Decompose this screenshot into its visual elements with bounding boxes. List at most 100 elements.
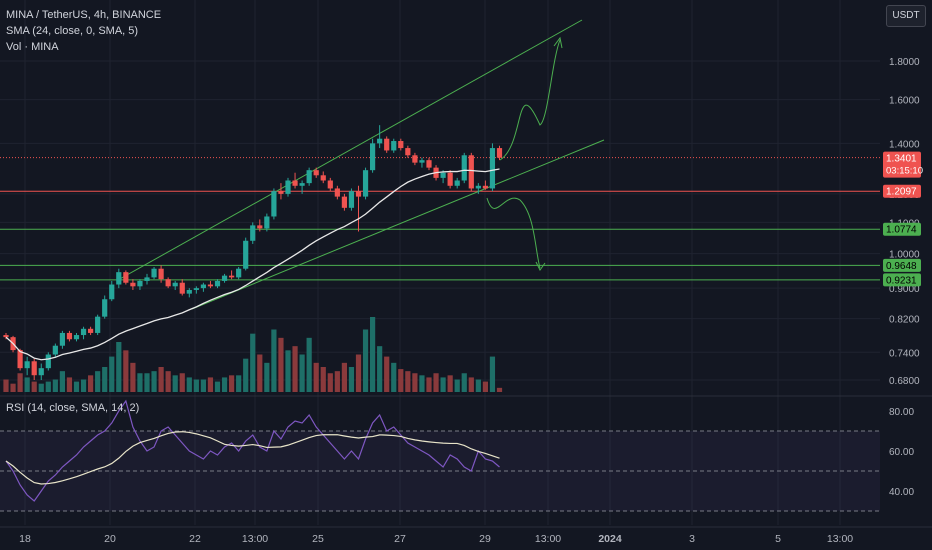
time-tick-label: 20 (104, 533, 116, 545)
candle-body (468, 155, 474, 189)
volume-bar (45, 381, 51, 392)
price-tick-label: 1.6000 (889, 96, 920, 107)
volume-bar (334, 371, 340, 392)
volume-bar (200, 379, 206, 392)
candle-body (193, 288, 199, 290)
volume-bar (398, 369, 404, 392)
volume-bar (102, 367, 108, 392)
candle-body (172, 282, 178, 287)
volume-bar (24, 377, 30, 392)
candle-body (66, 332, 73, 340)
volume-bar (475, 379, 481, 392)
candle-body (391, 141, 397, 151)
volume-bar (144, 373, 150, 392)
volume-bar (137, 373, 143, 392)
volume-bar (17, 373, 23, 392)
volume-bar (327, 373, 333, 392)
candle-body (186, 289, 192, 294)
candle-body (475, 185, 481, 189)
volume-bar (95, 371, 101, 392)
currency-button[interactable]: USDT (886, 5, 926, 27)
price-tag (883, 273, 921, 287)
candle-body (80, 328, 87, 336)
price-tick-label: 0.8200 (889, 315, 920, 326)
channel-lower-line (191, 139, 605, 310)
rsi-tick-label: 80.00 (889, 407, 914, 418)
candle-body (102, 299, 108, 317)
volume-bar (292, 346, 298, 392)
volume-bar (468, 377, 474, 392)
candle-body (264, 216, 270, 229)
volume-bar (447, 375, 453, 392)
channel-upper-line (117, 19, 583, 281)
price-tag (883, 184, 921, 198)
candle-body (116, 272, 122, 285)
time-tick-label: 3 (689, 533, 695, 545)
candle-body (398, 141, 404, 149)
candle-body (412, 155, 418, 163)
volume-bar (496, 387, 503, 392)
price-tick-label: 0.7400 (889, 348, 920, 359)
volume-bar (341, 362, 347, 392)
time-tick-label: 22 (189, 533, 201, 545)
candle-body (405, 148, 411, 156)
volume-bar (355, 354, 362, 392)
candle-body (45, 354, 51, 369)
price-tag-value: 1.3401 (886, 154, 917, 165)
rsi-tick-label: 40.00 (889, 487, 914, 498)
candle-body (144, 277, 150, 281)
volume-bar (299, 354, 305, 392)
volume-bar (426, 377, 432, 392)
candle-body (278, 191, 284, 194)
candle-body (31, 361, 37, 376)
candle-body (123, 272, 129, 283)
time-tick-label: 13:00 (535, 533, 561, 545)
volume-bar (405, 371, 411, 392)
candle-body (130, 282, 136, 287)
candle-body (341, 196, 347, 208)
price-tick-label: 0.9000 (889, 284, 920, 295)
rsi-line (5, 399, 500, 502)
volume-bar (80, 379, 87, 392)
candle-body (158, 268, 164, 280)
rsi-tick-label: 60.00 (889, 447, 914, 458)
volume-bar (10, 383, 16, 392)
candle-body (348, 191, 355, 208)
candle-body (250, 225, 256, 241)
candle-body (334, 188, 340, 197)
candle-body (419, 160, 425, 163)
candle-body (151, 268, 157, 278)
time-tick-label: 18 (19, 533, 31, 545)
candle-body (137, 280, 143, 287)
candle-body (313, 170, 319, 176)
candle-body (229, 275, 235, 278)
time-tick-label: 29 (479, 533, 491, 545)
candle-body (179, 282, 185, 294)
candle-body (285, 180, 291, 194)
candle-body (3, 335, 9, 338)
volume-bar (130, 362, 136, 392)
volume-bar (250, 333, 256, 392)
volume-bar (257, 354, 263, 392)
projection-bullish-path (499, 39, 561, 161)
volume-bar (454, 379, 460, 392)
candle-body (489, 148, 496, 189)
candle-body (362, 170, 369, 197)
rsi-sma-line (5, 431, 500, 485)
volume-bar (172, 375, 178, 392)
volume-bar (433, 373, 439, 392)
volume-bar (440, 377, 446, 392)
candle-body (59, 332, 65, 346)
volume-bar (412, 373, 418, 392)
volume-bar (158, 367, 164, 392)
volume-bar (391, 362, 397, 392)
candle-body (257, 225, 263, 229)
candle-body (95, 316, 101, 333)
time-tick-label: 13:00 (827, 533, 853, 545)
volume-bar (165, 371, 171, 392)
projection-bearish-path (486, 197, 541, 269)
candle-body (207, 284, 214, 287)
candle-body (236, 268, 242, 278)
candle-body (52, 345, 58, 355)
